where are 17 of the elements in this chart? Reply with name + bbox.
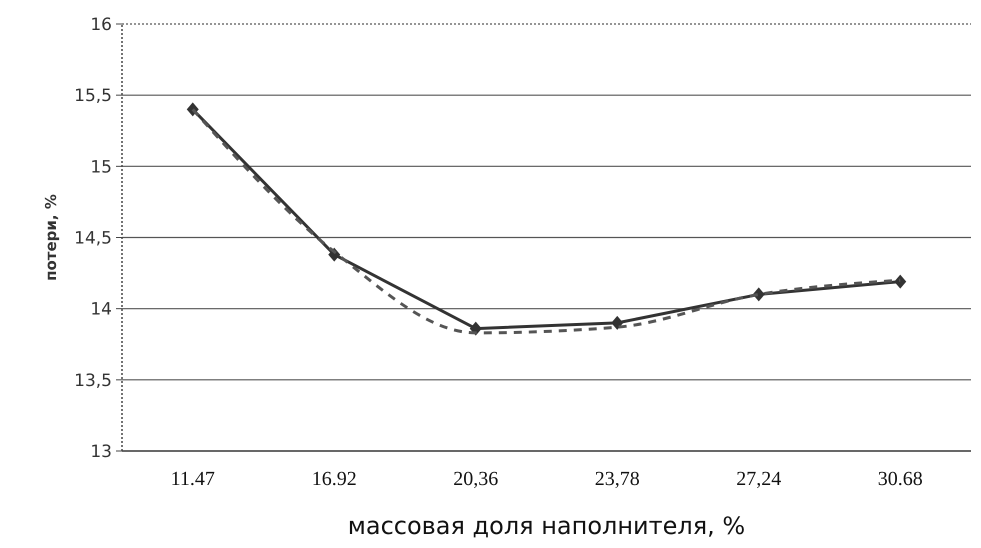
y-axis-title: потери, % bbox=[42, 194, 60, 281]
x-tick-label: 23,78 bbox=[594, 468, 640, 490]
x-axis-title: массовая доля наполнителя, % bbox=[348, 512, 746, 540]
x-tick-label: 30.68 bbox=[878, 468, 923, 490]
x-tick-label: 16.92 bbox=[312, 468, 357, 490]
point bbox=[894, 274, 906, 289]
y-tick-label: 14 bbox=[90, 300, 112, 320]
y-tick-label: 14,5 bbox=[74, 228, 112, 248]
y-tick-label: 13 bbox=[90, 442, 112, 462]
y-tick-label: 15,5 bbox=[74, 86, 112, 106]
y-tick-label: 15 bbox=[90, 157, 112, 178]
x-tick-label: 20,36 bbox=[453, 468, 498, 490]
x-tick-label: 11.47 bbox=[170, 468, 215, 490]
y-tick-label: 16 bbox=[90, 14, 112, 35]
point bbox=[611, 316, 624, 330]
x-tick-label: 27,24 bbox=[736, 468, 782, 490]
y-tick-label: 13,5 bbox=[74, 370, 112, 391]
